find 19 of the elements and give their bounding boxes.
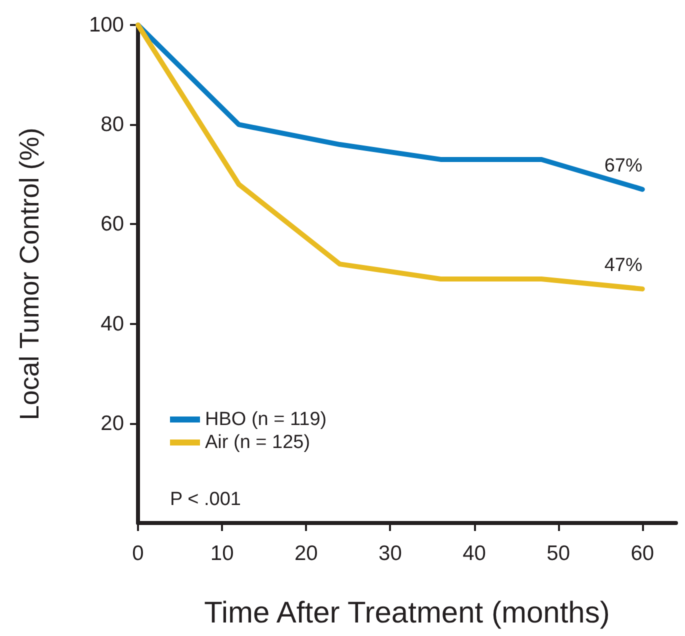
x-tick-label: 50 (546, 542, 570, 565)
y-axis-title: Local Tumor Control (%) (14, 128, 44, 420)
y-tick-label: 20 (100, 412, 124, 435)
x-tick-label: 30 (378, 542, 402, 565)
annotation: P < .001 (170, 489, 241, 510)
x-tick-label: 40 (462, 542, 486, 565)
x-tick-label: 10 (210, 542, 234, 565)
y-tick-label: 80 (100, 113, 124, 136)
legend-label: Air (n = 125) (205, 432, 310, 453)
y-tick-label: 60 (100, 212, 124, 236)
x-tick-label: 60 (630, 542, 654, 565)
y-tick-label: 40 (100, 312, 124, 336)
x-tick-label: 0 (132, 542, 144, 565)
legend-label: HBO (n = 119) (205, 409, 327, 430)
x-axis-title: Time After Treatment (months) (204, 596, 610, 630)
x-tick-label: 20 (294, 542, 318, 565)
annotation: 67% (604, 155, 642, 176)
annotation: 47% (604, 254, 642, 276)
y-tick-label: 100 (88, 14, 124, 36)
